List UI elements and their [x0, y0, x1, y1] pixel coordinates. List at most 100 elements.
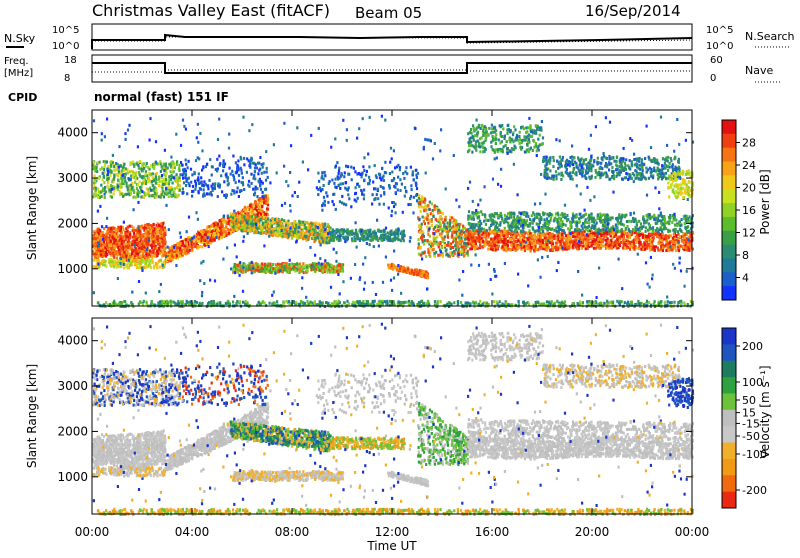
- echo-cell: [193, 239, 195, 242]
- echo-cell: [142, 163, 144, 166]
- echo-cell: [93, 161, 95, 164]
- echo-cell: [107, 231, 109, 234]
- echo-cell: [119, 229, 121, 232]
- echo-cell: [140, 196, 142, 199]
- echo-cell: [275, 263, 277, 266]
- echo-cell: [161, 167, 163, 170]
- echo-cell: [311, 231, 313, 234]
- echo-cell: [174, 256, 176, 259]
- echo-cell: [462, 225, 464, 228]
- echo-cell: [421, 205, 423, 208]
- echo-cell: [418, 197, 420, 200]
- echo-cell: [402, 267, 404, 270]
- echo-cell: [452, 246, 454, 249]
- echo-cell: [123, 229, 125, 232]
- echo-cell: [466, 252, 468, 255]
- frequency-panel: Freq. [MHz] 18 8 60 0 Nave: [4, 55, 780, 84]
- echo-cell: [371, 235, 373, 238]
- echo-cell: [123, 169, 125, 172]
- echo-cell: [124, 193, 126, 196]
- echo-cell: [104, 260, 106, 263]
- echo-cell: [172, 171, 174, 174]
- echo-cell: [163, 195, 165, 198]
- echo-cell: [311, 223, 313, 226]
- echo-cell: [151, 224, 153, 227]
- echo-cell: [322, 240, 324, 243]
- echo-cell: [115, 253, 117, 256]
- echo-cell: [119, 190, 121, 193]
- echo-cell: [231, 220, 233, 223]
- echo-cell: [125, 232, 127, 235]
- echo-cell: [457, 232, 459, 235]
- echo-cell: [275, 221, 277, 224]
- echo-cell: [426, 226, 428, 229]
- echo-cell: [152, 176, 154, 179]
- echo-cell: [441, 246, 443, 249]
- echo-cell: [460, 250, 462, 253]
- echo-cell: [159, 243, 161, 246]
- echo-cell: [230, 213, 232, 216]
- echo-cell: [370, 233, 372, 236]
- echo-cell: [189, 249, 191, 252]
- echo-cell: [141, 168, 143, 171]
- echo-cell: [271, 225, 273, 228]
- echo-cell: [109, 263, 111, 266]
- echo-cell: [250, 229, 252, 232]
- echo-cell: [271, 217, 273, 220]
- echo-cell: [439, 221, 441, 224]
- echo-cell: [319, 224, 321, 227]
- echo-cell: [315, 233, 317, 236]
- echo-cell: [102, 249, 104, 252]
- echo-cell: [242, 217, 244, 220]
- echo-cell: [124, 176, 126, 179]
- echo-cell: [163, 254, 165, 257]
- echo-cell: [160, 196, 162, 199]
- echo-cell: [459, 245, 461, 248]
- echo-cell: [168, 175, 170, 178]
- echo-cell: [430, 212, 432, 215]
- echo-cell: [153, 189, 155, 192]
- echo-cell: [117, 179, 119, 182]
- echo-cell: [291, 233, 293, 236]
- echo-cell: [133, 259, 135, 262]
- echo-cell: [141, 225, 143, 228]
- echo-cell: [389, 264, 391, 267]
- echo-cell: [95, 187, 97, 190]
- echo-cell: [243, 227, 245, 230]
- echo-cell: [461, 245, 463, 248]
- echo-cell: [148, 262, 150, 265]
- echo-cell: [95, 237, 97, 240]
- echo-cell: [261, 200, 263, 203]
- echo-cell: [404, 269, 406, 272]
- echo-cell: [286, 270, 288, 273]
- echo-cell: [255, 268, 257, 271]
- echo-cell: [111, 196, 113, 199]
- echo-cell: [102, 252, 104, 255]
- echo-cell: [142, 250, 144, 253]
- echo-cell: [158, 231, 160, 234]
- echo-cell: [434, 208, 436, 211]
- echo-cell: [119, 251, 121, 254]
- echo-cell: [260, 232, 262, 235]
- echo-cell: [384, 229, 386, 232]
- echo-cell: [422, 216, 424, 219]
- echo-cell: [136, 187, 138, 190]
- echo-cell: [357, 235, 359, 238]
- echo-cell: [294, 234, 296, 237]
- echo-cell: [461, 240, 463, 243]
- echo-cell: [425, 208, 427, 211]
- echo-cell: [114, 169, 116, 172]
- echo-cell: [444, 235, 446, 238]
- echo-cell: [104, 186, 106, 189]
- echo-cell: [244, 206, 246, 209]
- echo-cell: [103, 181, 105, 184]
- echo-cell: [375, 232, 377, 235]
- echo-cell: [333, 235, 335, 238]
- freq-tick-top: 18: [64, 55, 77, 66]
- echo-cell: [371, 239, 373, 242]
- echo-cell: [167, 257, 169, 260]
- echo-cell: [388, 266, 390, 269]
- echo-cell: [125, 255, 127, 258]
- echo-cell: [117, 259, 119, 262]
- echo-cell: [677, 233, 679, 236]
